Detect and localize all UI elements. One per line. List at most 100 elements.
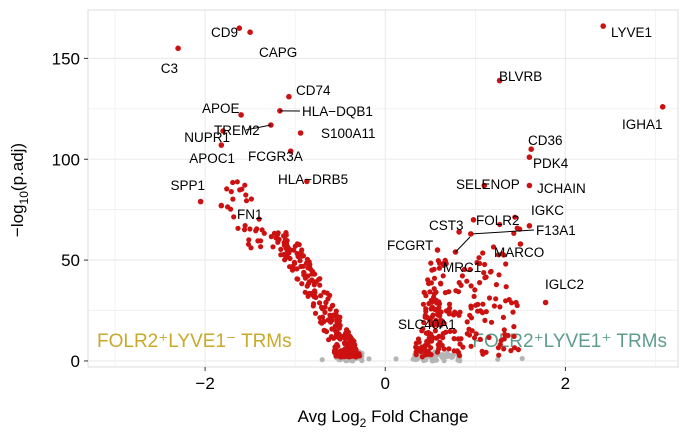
gene-point bbox=[542, 299, 549, 306]
significant-point bbox=[310, 303, 316, 309]
significant-point bbox=[475, 301, 481, 307]
significant-point bbox=[497, 342, 503, 348]
significant-point bbox=[471, 335, 478, 341]
significant-point bbox=[497, 221, 503, 228]
gene-label: HLA−DQB1 bbox=[302, 104, 373, 119]
gene-point bbox=[496, 77, 503, 84]
significant-point bbox=[413, 340, 419, 346]
significant-point bbox=[242, 223, 248, 229]
significant-point bbox=[271, 230, 277, 236]
leader-line bbox=[245, 124, 271, 131]
nonsignificant-point bbox=[393, 356, 399, 362]
gene-label: MRC1 bbox=[443, 260, 481, 275]
nonsignificant-point bbox=[519, 355, 525, 362]
significant-point bbox=[425, 277, 431, 283]
gene-point bbox=[238, 112, 244, 118]
significant-point bbox=[423, 314, 429, 320]
significant-point bbox=[440, 331, 446, 337]
significant-point bbox=[451, 328, 457, 334]
significant-point bbox=[503, 298, 509, 304]
significant-point bbox=[305, 273, 311, 279]
significant-point bbox=[446, 301, 453, 307]
significant-point bbox=[481, 270, 487, 276]
gene-label: CST3 bbox=[429, 218, 464, 233]
significant-point bbox=[230, 179, 236, 186]
gene-label: SELENOP bbox=[456, 177, 520, 192]
plot-panel bbox=[87, 9, 679, 368]
significant-point bbox=[447, 328, 453, 334]
significant-point bbox=[446, 311, 452, 317]
y-axis-title-rest: (p.adj) bbox=[8, 143, 27, 191]
significant-point bbox=[324, 290, 330, 296]
gene-label: SPP1 bbox=[170, 178, 205, 193]
gene-label: MARCO bbox=[494, 245, 544, 260]
nonsignificant-point bbox=[450, 354, 456, 360]
significant-point bbox=[464, 319, 470, 325]
significant-point bbox=[505, 332, 511, 339]
significant-point bbox=[482, 261, 488, 268]
significant-point bbox=[435, 258, 441, 264]
gene-labels: LYVE1 CD9 CAPG C3 BLVRB CD74 IGHA1 HLA−DQB1 APOE… bbox=[161, 25, 663, 332]
significant-point bbox=[431, 266, 437, 272]
x-tick-label: −2 bbox=[195, 374, 214, 393]
significant-point bbox=[436, 265, 442, 271]
significant-point bbox=[436, 346, 442, 352]
gene-label: APOE bbox=[202, 101, 240, 116]
significant-point bbox=[294, 266, 300, 272]
significant-point bbox=[298, 249, 304, 255]
significant-point bbox=[468, 283, 474, 289]
gene-point bbox=[470, 217, 477, 223]
gene-point bbox=[526, 154, 533, 160]
significant-point bbox=[434, 300, 440, 306]
x-axis-title: Avg Log2 Fold Change bbox=[298, 407, 469, 430]
background-points bbox=[224, 179, 525, 364]
gene-point bbox=[517, 241, 524, 247]
significant-point bbox=[466, 326, 472, 332]
significant-point bbox=[451, 312, 457, 318]
significant-point bbox=[446, 346, 452, 352]
significant-point bbox=[511, 230, 517, 236]
significant-point bbox=[234, 179, 240, 185]
significant-point bbox=[429, 337, 435, 343]
significant-point bbox=[428, 345, 434, 351]
significant-point bbox=[247, 226, 253, 232]
significant-point bbox=[488, 268, 494, 274]
significant-point bbox=[291, 247, 297, 253]
significant-point bbox=[282, 237, 288, 243]
significant-point bbox=[259, 227, 265, 233]
significant-point bbox=[425, 330, 431, 336]
significant-point bbox=[514, 302, 520, 309]
significant-point bbox=[344, 327, 350, 333]
significant-point bbox=[475, 308, 481, 314]
significant-point bbox=[228, 189, 234, 195]
y-tick-label: 150 bbox=[52, 49, 80, 68]
nonsignificant-point bbox=[423, 357, 429, 363]
gene-point bbox=[220, 128, 226, 134]
significant-point bbox=[342, 341, 348, 347]
gene-label: CAPG bbox=[259, 45, 297, 60]
significant-point bbox=[224, 186, 230, 192]
gene-label: IGKC bbox=[531, 203, 564, 218]
significant-point bbox=[456, 280, 462, 286]
significant-point bbox=[468, 343, 474, 349]
significant-point bbox=[490, 244, 497, 250]
significant-point bbox=[479, 348, 485, 354]
significant-point bbox=[270, 244, 276, 250]
significant-point bbox=[347, 333, 353, 339]
significant-point bbox=[333, 308, 339, 314]
gene-point bbox=[286, 93, 292, 100]
significant-point bbox=[246, 237, 252, 243]
significant-point bbox=[474, 259, 480, 266]
significant-point bbox=[243, 198, 250, 204]
x-tick-label: 2 bbox=[561, 374, 570, 393]
gene-label: FCGRT bbox=[387, 238, 433, 253]
gene-label: BLVRB bbox=[499, 69, 542, 84]
gene-label: S100A11 bbox=[321, 126, 376, 141]
significant-point bbox=[258, 238, 264, 244]
significant-point bbox=[432, 306, 438, 312]
significant-point bbox=[276, 236, 282, 242]
significant-point bbox=[297, 258, 303, 264]
significant-point bbox=[230, 196, 236, 202]
significant-point bbox=[330, 313, 336, 319]
